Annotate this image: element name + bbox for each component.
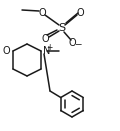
Text: O: O	[68, 38, 76, 48]
Text: O: O	[38, 8, 46, 18]
Text: O: O	[2, 46, 10, 56]
Text: −: −	[74, 40, 82, 48]
Text: N: N	[43, 46, 50, 56]
Text: O: O	[76, 8, 84, 18]
Text: S: S	[58, 23, 66, 33]
Text: +: +	[46, 42, 52, 51]
Text: O: O	[41, 34, 49, 44]
